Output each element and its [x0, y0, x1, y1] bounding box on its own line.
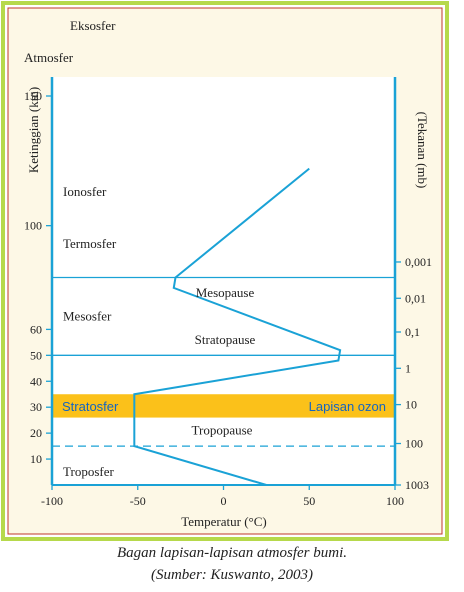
label-mesosfer: Mesosfer — [63, 308, 112, 323]
label-troposfer: Troposfer — [63, 464, 114, 479]
label-stratopause: Stratopause — [195, 332, 256, 347]
ozone-layer-label: Lapisan ozon — [309, 399, 386, 414]
caption-title: Bagan lapisan-lapisan atmosfer bumi. — [116, 545, 347, 561]
pressure-axis-label: (Tekanan (mb) — [415, 112, 430, 189]
pressure-tick-label: 1 — [405, 361, 411, 375]
label-tropopause: Tropopause — [192, 423, 253, 438]
y-axis-label: Ketinggian (km) — [26, 87, 41, 173]
pressure-tick-label: 1003 — [405, 478, 429, 492]
y-tick-label: 20 — [30, 426, 42, 440]
x-tick-label: 100 — [386, 494, 404, 508]
temperature-profile-line — [133, 167, 342, 486]
x-tick-label: 50 — [303, 494, 315, 508]
caption-source: (Sumber: Kuswanto, 2003) — [150, 567, 314, 583]
x-tick-label: -100 — [41, 494, 63, 508]
pressure-tick-label: 0,1 — [405, 325, 420, 339]
pressure-tick-label: 10 — [405, 398, 417, 412]
y-tick-label: 60 — [30, 322, 42, 336]
temperature-profile — [133, 167, 342, 486]
ozone-band — [52, 394, 395, 418]
label-atmosfer: Atmosfer — [24, 50, 74, 65]
y-tick-label: 50 — [30, 348, 42, 362]
label-ionosfer: Ionosfer — [63, 184, 107, 199]
x-tick-label: -50 — [130, 494, 146, 508]
y-tick-label: 150 — [24, 89, 42, 103]
pressure-tick-label: 100 — [405, 437, 423, 451]
y-tick-label: 30 — [30, 400, 42, 414]
label-eksosfer: Eksosfer — [70, 18, 116, 33]
pressure-tick-label: 0,001 — [405, 255, 432, 269]
boundary-lines — [52, 276, 395, 447]
y-tick-label: 10 — [30, 452, 42, 466]
axis-ticks: 10 20 30 40 50 60 100 150 -100 -50 0 50 100 0,001 0,01… — [24, 89, 432, 508]
label-termosfer: Termosfer — [63, 236, 117, 251]
stratosfer-label: Stratosfer — [62, 399, 119, 414]
x-tick-label: 0 — [221, 494, 227, 508]
outer-green-frame — [1, 1, 449, 541]
y-tick-label: 100 — [24, 219, 42, 233]
x-axis-label: Temperatur (°C) — [181, 514, 267, 529]
layer-labels: Mesopause Stratopause Tropopause Ionosfer Te… — [63, 184, 256, 479]
label-mesopause: Mesopause — [196, 285, 255, 300]
pressure-tick-label: 0,01 — [405, 291, 426, 305]
y-tick-label: 40 — [30, 374, 42, 388]
